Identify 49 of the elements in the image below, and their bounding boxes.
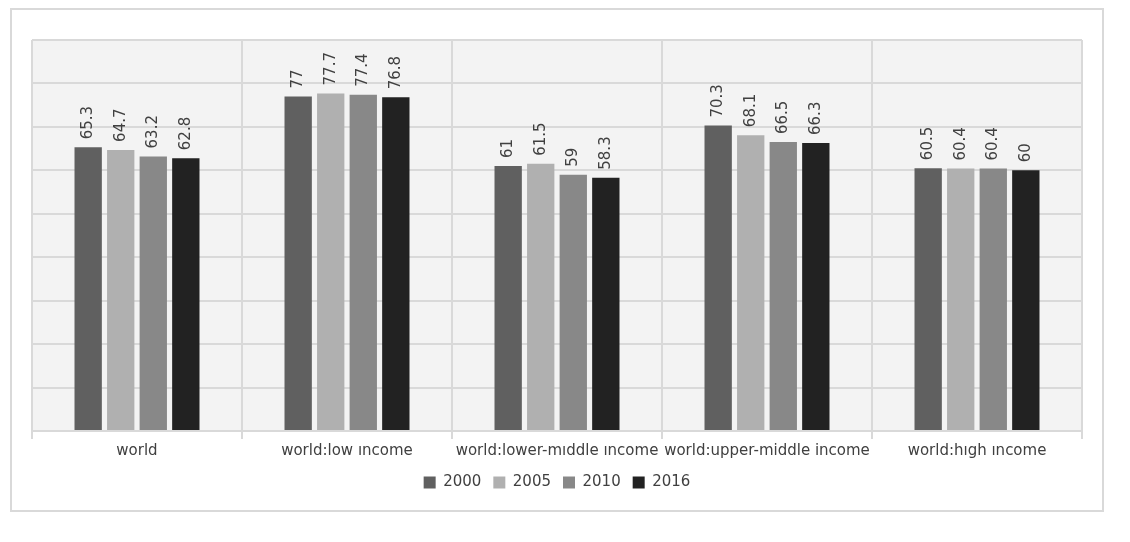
- data-label: 77.4: [353, 53, 372, 87]
- bar: [74, 147, 102, 430]
- data-label: 76.8: [385, 55, 404, 90]
- data-label: 70.3: [708, 84, 727, 118]
- data-label: 61: [498, 138, 517, 158]
- data-label: 77.7: [320, 52, 339, 86]
- bar: [802, 142, 830, 430]
- legend-label: 2016: [652, 472, 691, 491]
- data-label: 60.4: [950, 127, 969, 161]
- bar: [107, 149, 135, 430]
- bar: [559, 174, 587, 430]
- x-tick-label: world:hıgh ıncome: [907, 440, 1047, 459]
- legend-label: 2005: [512, 472, 552, 491]
- legend-label: 2010: [582, 472, 621, 491]
- data-label: 62.8: [175, 116, 194, 151]
- data-label: 77: [288, 69, 307, 89]
- bar: [914, 168, 942, 430]
- data-label: 61.5: [530, 122, 549, 156]
- x-tick-label: world:low ıncome: [281, 440, 413, 459]
- bar: [1012, 170, 1040, 430]
- bar: [769, 142, 797, 430]
- data-label: 60: [1015, 143, 1034, 163]
- data-label: 66.3: [805, 101, 824, 135]
- bar: [592, 177, 620, 430]
- bar: [382, 97, 410, 430]
- bar: [139, 156, 167, 430]
- x-tick-label: world:upper-middle income: [664, 440, 870, 459]
- bar: [704, 125, 732, 430]
- bar: [947, 168, 975, 430]
- data-label: 64.7: [110, 108, 129, 142]
- bar: [737, 135, 765, 430]
- data-label: 58.3: [595, 136, 614, 170]
- bar: [284, 96, 312, 430]
- bar: [349, 94, 377, 430]
- x-tick-label: world: [116, 440, 158, 459]
- data-label: 68.1: [740, 93, 759, 128]
- data-label: 60.4: [983, 127, 1002, 161]
- legend-label: 2000: [443, 472, 482, 491]
- bar: [979, 168, 1007, 430]
- bar: [527, 163, 555, 430]
- bar: [172, 158, 200, 430]
- bar: [494, 165, 522, 430]
- data-label: 65.3: [78, 105, 97, 140]
- data-label: 60.5: [918, 126, 937, 161]
- data-label: 59: [563, 147, 582, 167]
- data-label: 66.5: [773, 100, 792, 135]
- x-tick-label: world:lower-mıddle ıncome: [455, 440, 659, 459]
- bar: [317, 93, 345, 430]
- data-label: 63.2: [143, 115, 162, 149]
